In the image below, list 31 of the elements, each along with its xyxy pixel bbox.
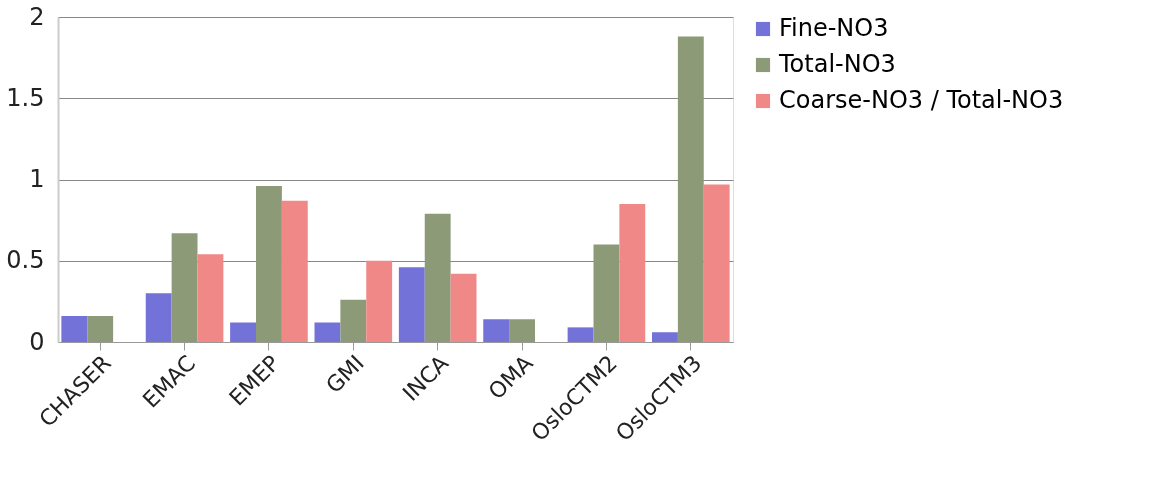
x-tick-label: GMI: [321, 350, 369, 399]
bar: [593, 244, 620, 342]
bar: [677, 36, 704, 342]
bar: [652, 332, 678, 342]
y-tick-label: 1.5: [6, 83, 45, 112]
y-tick-label: 0: [29, 327, 45, 356]
bar: [171, 233, 198, 342]
bar: [619, 203, 646, 342]
bar: [281, 200, 308, 342]
bar: [145, 293, 172, 342]
bar: [398, 267, 425, 342]
bar: [703, 184, 730, 342]
bar: [87, 316, 114, 342]
bar: [230, 322, 256, 342]
legend-label: Coarse-NO3 / Total-NO3: [779, 86, 1064, 114]
bar: [256, 186, 282, 342]
bar: [314, 322, 341, 342]
bar: [340, 299, 367, 342]
bar: [450, 273, 477, 342]
legend-label: Total-NO3: [778, 50, 896, 78]
bar: [509, 319, 535, 342]
bar: [61, 316, 88, 342]
bar: [366, 260, 393, 342]
y-tick-label: 0.5: [6, 246, 45, 275]
bar: [424, 213, 451, 342]
bar: [197, 254, 224, 342]
y-tick-label: 2: [29, 2, 45, 31]
y-tick-label: 1: [29, 165, 45, 193]
bar: [483, 319, 510, 342]
legend-label: Fine-NO3: [779, 14, 889, 42]
bar: [567, 327, 594, 342]
